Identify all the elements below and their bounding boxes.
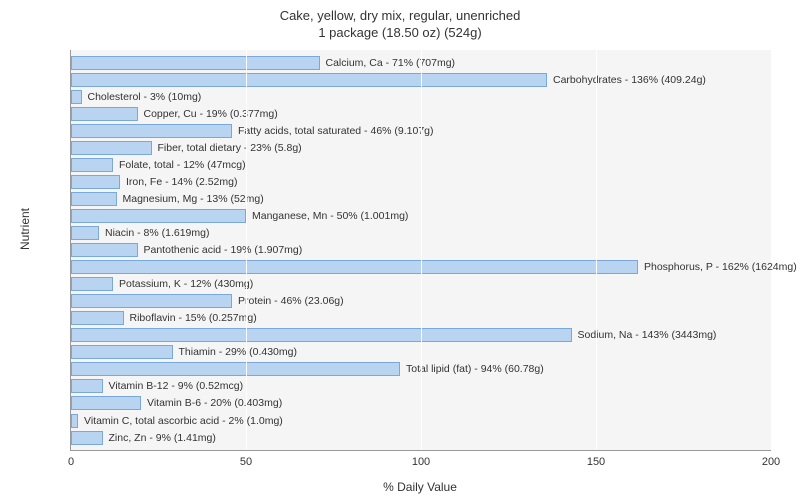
bar-label: Carbohydrates - 136% (409.24g) (549, 74, 706, 86)
bar-label: Pantothenic acid - 19% (1.907mg) (140, 244, 303, 256)
x-tick-label: 200 (762, 456, 780, 468)
bar-label: Vitamin B-12 - 9% (0.52mcg) (105, 380, 244, 392)
x-tick-label: 100 (412, 456, 430, 468)
gridline (596, 50, 597, 450)
plot-area: Calcium, Ca - 71% (707mg) Carbohydrates -… (70, 50, 771, 451)
nutrient-chart: Cake, yellow, dry mix, regular, unenrich… (0, 0, 800, 500)
bar-label: Niacin - 8% (1.619mg) (101, 227, 209, 239)
nutrient-bar (71, 226, 99, 240)
nutrient-bar (71, 362, 400, 376)
gridline (246, 50, 247, 450)
nutrient-bar (71, 311, 124, 325)
bar-label: Total lipid (fat) - 94% (60.78g) (402, 363, 544, 375)
bar-label: Cholesterol - 3% (10mg) (84, 91, 202, 103)
nutrient-bar (71, 277, 113, 291)
nutrient-bar (71, 124, 232, 138)
y-axis-label: Nutrient (18, 208, 32, 250)
bar-label: Fiber, total dietary - 23% (5.8g) (154, 142, 302, 154)
chart-title: Cake, yellow, dry mix, regular, unenrich… (0, 0, 800, 42)
bar-label: Vitamin C, total ascorbic acid - 2% (1.0… (80, 415, 283, 427)
nutrient-bar (71, 243, 138, 257)
bar-label: Potassium, K - 12% (430mg) (115, 278, 253, 290)
bar-label: Thiamin - 29% (0.430mg) (175, 346, 297, 358)
title-line-2: 1 package (18.50 oz) (524g) (318, 25, 481, 40)
bar-label: Magnesium, Mg - 13% (52mg) (119, 193, 264, 205)
x-tick-label: 50 (240, 456, 252, 468)
nutrient-bar (71, 175, 120, 189)
title-line-1: Cake, yellow, dry mix, regular, unenrich… (280, 8, 521, 23)
bar-label: Sodium, Na - 143% (3443mg) (574, 329, 717, 341)
nutrient-bar (71, 107, 138, 121)
bar-label: Phosphorus, P - 162% (1624mg) (640, 261, 797, 273)
bar-label: Vitamin B-6 - 20% (0.403mg) (143, 397, 282, 409)
x-tick-label: 150 (587, 456, 605, 468)
nutrient-bar (71, 294, 232, 308)
bar-label: Folate, total - 12% (47mcg) (115, 159, 246, 171)
nutrient-bar (71, 345, 173, 359)
nutrient-bar (71, 158, 113, 172)
nutrient-bar (71, 379, 103, 393)
nutrient-bar (71, 396, 141, 410)
nutrient-bar (71, 90, 82, 104)
nutrient-bar (71, 192, 117, 206)
nutrient-bar (71, 56, 320, 70)
gridline (421, 50, 422, 450)
bar-label: Zinc, Zn - 9% (1.41mg) (105, 432, 216, 444)
nutrient-bar (71, 431, 103, 445)
nutrient-bar (71, 209, 246, 223)
bar-label: Iron, Fe - 14% (2.52mg) (122, 176, 237, 188)
x-tick-label: 0 (68, 456, 74, 468)
bar-label: Fatty acids, total saturated - 46% (9.10… (234, 125, 434, 137)
bar-label: Calcium, Ca - 71% (707mg) (322, 57, 456, 69)
bar-label: Copper, Cu - 19% (0.377mg) (140, 108, 278, 120)
nutrient-bar (71, 260, 638, 274)
nutrient-bar (71, 414, 78, 428)
bar-label: Protein - 46% (23.06g) (234, 295, 344, 307)
x-axis-label: % Daily Value (70, 480, 770, 494)
nutrient-bar (71, 73, 547, 87)
nutrient-bar (71, 328, 572, 342)
bar-label: Riboflavin - 15% (0.257mg) (126, 312, 257, 324)
bar-label: Manganese, Mn - 50% (1.001mg) (248, 210, 408, 222)
nutrient-bar (71, 141, 152, 155)
